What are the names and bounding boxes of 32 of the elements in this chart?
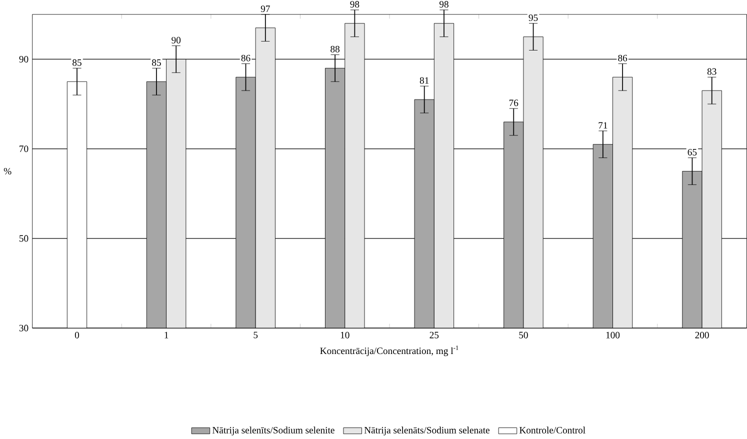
data-label: 65 [688,148,697,156]
y-axis-title: % [4,168,12,174]
data-label: 90 [172,36,181,44]
data-label: 86 [618,54,628,62]
x-tick-label: 50 [519,332,528,338]
y-tick-label: 70 [20,145,28,152]
data-label: 76 [509,100,518,106]
x-tick-label: 100 [606,332,620,338]
x-tick-label: 200 [695,332,709,338]
x-tick-label: 1 [164,332,168,338]
x-axis-title: Koncentrācija/Concentration, mg l$^{-1}$ [320,346,458,356]
data-label: 98 [350,0,360,8]
y-tick-label: 50 [19,235,28,242]
data-label: 98 [439,0,448,8]
data-label: 81 [420,77,429,84]
data-label: 95 [528,14,538,21]
data-label: 83 [707,68,716,75]
x-tick-label: 25 [430,332,439,338]
y-tick-label: 30 [19,324,28,332]
legend-label: Nātrija selenīts/Sodium selenite [212,426,334,436]
data-label: 85 [152,59,161,66]
data-label: 97 [260,5,270,12]
data-label: 86 [241,54,250,62]
data-label: 71 [598,122,608,128]
x-tick-label: 10 [340,332,350,338]
data-label: 85 [72,59,82,66]
legend-label: Nātrija selenāts/Sodium selenate [364,426,490,436]
x-tick-label: 0 [74,332,80,338]
data-label: 88 [330,46,340,52]
legend-label: Kontrole/Control [519,426,586,434]
x-tick-label: 5 [254,332,258,338]
y-tick-label: 90 [19,56,28,62]
